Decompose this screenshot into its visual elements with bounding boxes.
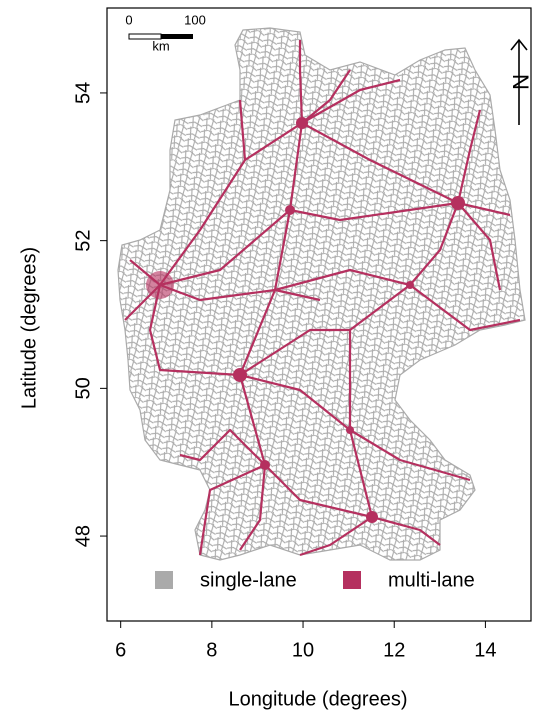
scale-label: 0 bbox=[125, 12, 132, 27]
x-tick-label: 14 bbox=[474, 639, 496, 661]
x-tick-label: 6 bbox=[115, 639, 126, 661]
legend-swatch bbox=[343, 571, 361, 589]
x-axis-label: Longitude (degrees) bbox=[228, 688, 407, 710]
legend-swatch bbox=[155, 571, 173, 589]
map-layer bbox=[117, 27, 526, 561]
scale-label: 100 bbox=[184, 12, 206, 27]
road-network-single bbox=[117, 27, 526, 561]
x-tick-label: 8 bbox=[206, 639, 217, 661]
x-tick-label: 12 bbox=[383, 639, 405, 661]
legend-label: single-lane bbox=[200, 569, 297, 591]
y-tick-label: 48 bbox=[72, 525, 94, 547]
y-tick-label: 52 bbox=[72, 230, 94, 252]
plot-frame bbox=[106, 7, 532, 622]
legend-label: multi-lane bbox=[388, 569, 475, 591]
x-tick-label: 10 bbox=[292, 639, 314, 661]
y-axis-label: Latitude (degrees) bbox=[18, 247, 40, 409]
y-tick-label: 50 bbox=[72, 377, 94, 399]
scale-unit: km bbox=[152, 38, 169, 53]
north-arrow bbox=[510, 38, 528, 125]
north-label: N bbox=[508, 74, 533, 90]
scale-bar: 0 100 km bbox=[125, 12, 205, 53]
city-clusters bbox=[146, 117, 465, 523]
y-tick-label: 54 bbox=[72, 82, 94, 104]
